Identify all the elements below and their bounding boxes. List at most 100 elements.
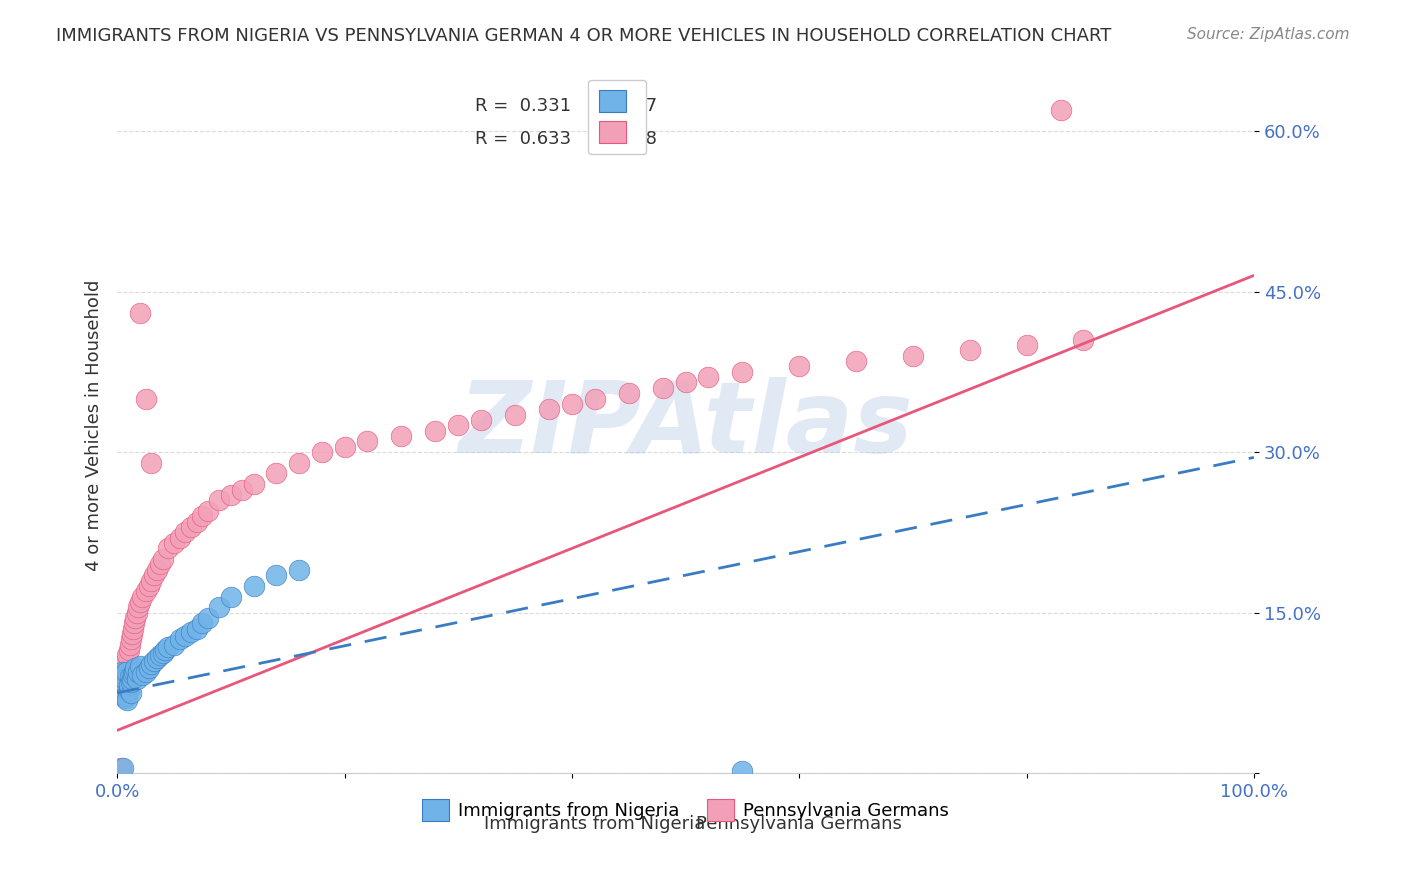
Point <box>197 504 219 518</box>
Point <box>153 643 176 657</box>
Point <box>108 675 131 690</box>
Point <box>112 670 135 684</box>
Point <box>141 574 163 588</box>
Point <box>901 349 924 363</box>
Point <box>117 693 139 707</box>
Point <box>117 648 139 663</box>
Point <box>146 563 169 577</box>
Point <box>115 665 138 679</box>
Point <box>356 434 378 449</box>
Point <box>1073 333 1095 347</box>
Point <box>111 675 134 690</box>
Point <box>149 648 172 663</box>
Point <box>447 418 470 433</box>
Point <box>231 483 253 497</box>
Point <box>138 661 160 675</box>
Point <box>129 306 152 320</box>
Y-axis label: 4 or more Vehicles in Household: 4 or more Vehicles in Household <box>86 279 103 571</box>
Point <box>142 654 165 668</box>
Point <box>288 563 311 577</box>
Point <box>152 646 174 660</box>
Point <box>845 354 868 368</box>
Point <box>333 440 356 454</box>
Point <box>138 579 160 593</box>
Point <box>114 672 136 686</box>
Point <box>127 665 149 679</box>
Point <box>311 445 333 459</box>
Point <box>121 627 143 641</box>
Point <box>697 370 720 384</box>
Point <box>112 659 135 673</box>
Point <box>242 477 264 491</box>
Point <box>169 531 191 545</box>
Point <box>118 638 141 652</box>
Point <box>675 376 697 390</box>
Point <box>174 525 197 540</box>
Point <box>122 665 145 679</box>
Text: 68: 68 <box>592 129 617 147</box>
Point <box>110 761 132 775</box>
Point <box>731 764 754 778</box>
Point <box>266 568 288 582</box>
Point <box>131 667 153 681</box>
Point <box>142 568 165 582</box>
Point <box>389 429 412 443</box>
Point <box>157 541 180 556</box>
Point <box>125 672 148 686</box>
Point <box>135 584 157 599</box>
Point <box>538 402 561 417</box>
Point <box>127 600 149 615</box>
Point <box>186 515 208 529</box>
Point <box>111 686 134 700</box>
Point <box>149 558 172 572</box>
Point <box>115 654 138 668</box>
Point <box>163 536 186 550</box>
Point <box>191 616 214 631</box>
Point <box>122 616 145 631</box>
Point <box>651 381 673 395</box>
Text: 47: 47 <box>592 97 617 115</box>
Point <box>129 659 152 673</box>
Point <box>1015 338 1038 352</box>
Point <box>242 579 264 593</box>
Point <box>425 424 447 438</box>
Point <box>174 629 197 643</box>
Point <box>114 691 136 706</box>
Point <box>219 488 242 502</box>
Point <box>208 600 231 615</box>
Point <box>470 413 492 427</box>
Point <box>219 590 242 604</box>
Point <box>191 509 214 524</box>
Point <box>1049 103 1071 117</box>
Text: IMMIGRANTS FROM NIGERIA VS PENNSYLVANIA GERMAN 4 OR MORE VEHICLES IN HOUSEHOLD C: IMMIGRANTS FROM NIGERIA VS PENNSYLVANIA … <box>56 27 1112 45</box>
Point <box>122 622 145 636</box>
Point <box>617 386 640 401</box>
Point <box>141 456 163 470</box>
Point <box>266 467 288 481</box>
Point <box>129 595 152 609</box>
Text: Source: ZipAtlas.com: Source: ZipAtlas.com <box>1187 27 1350 42</box>
Point <box>120 675 142 690</box>
Point <box>111 665 134 679</box>
Point <box>114 665 136 679</box>
Text: Immigrants from Nigeria: Immigrants from Nigeria <box>484 815 706 833</box>
Text: ZIPAtlas: ZIPAtlas <box>458 376 912 474</box>
Point <box>121 672 143 686</box>
Point <box>108 686 131 700</box>
Point <box>561 397 583 411</box>
Point <box>197 611 219 625</box>
Point <box>959 343 981 358</box>
Point <box>787 359 810 374</box>
Point <box>503 408 526 422</box>
Point <box>163 638 186 652</box>
Point <box>146 650 169 665</box>
Point <box>112 675 135 690</box>
Point <box>110 670 132 684</box>
Point <box>141 657 163 671</box>
Point <box>112 681 135 695</box>
Point <box>135 392 157 406</box>
Text: R =  0.331    N = 47: R = 0.331 N = 47 <box>475 97 658 115</box>
Point <box>180 520 202 534</box>
Point <box>169 632 191 647</box>
Point <box>583 392 606 406</box>
